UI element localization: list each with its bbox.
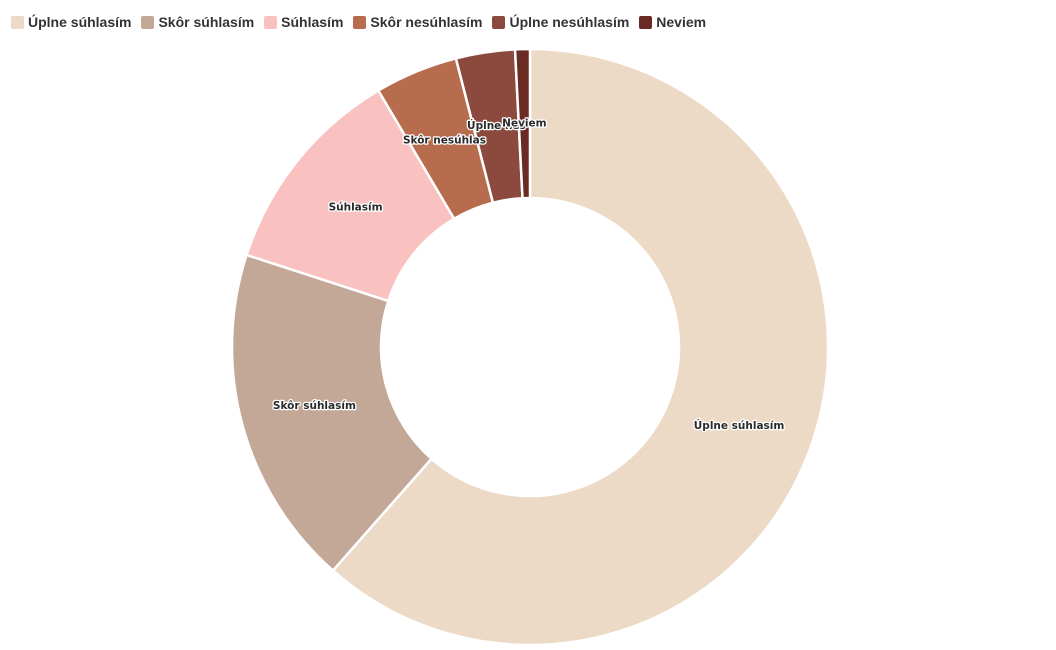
slice-label: Neviem	[502, 118, 546, 130]
legend-swatch	[492, 15, 506, 29]
legend-label: Súhlasím	[281, 14, 344, 30]
legend-label: Úplne nesúhlasím	[509, 14, 630, 30]
legend-item[interactable]: Súhlasím	[264, 14, 343, 30]
legend-swatch	[264, 15, 278, 29]
donut-slice[interactable]	[331, 47, 830, 647]
legend-item[interactable]: Úplne nesúhlasím	[492, 14, 629, 30]
legend-label: Úplne súhlasím	[28, 14, 132, 30]
legend-label: Skôr súhlasím	[158, 14, 255, 30]
legend-item[interactable]: Skôr nesúhlasím	[353, 14, 482, 30]
slice-label: Súhlasím	[329, 201, 383, 213]
slice-label: Skôr súhlasím	[273, 400, 356, 412]
chart-legend: Úplne súhlasím Skôr súhlasím Súhlasím Skôr …	[11, 14, 716, 30]
donut-slice[interactable]	[230, 253, 434, 573]
slice-labels-group: Úplne súhlasím Skôr súhlasím Súhlasím Skôr …	[272, 116, 786, 433]
legend-swatch	[353, 15, 367, 29]
slices-group	[230, 47, 830, 647]
slice-label: Úplne nes	[467, 119, 526, 132]
legend-label: Neviem	[656, 14, 707, 30]
legend-label: Skôr nesúhlasím	[370, 14, 483, 30]
legend-swatch	[11, 15, 24, 29]
legend-item[interactable]: Neviem	[639, 14, 706, 30]
legend-item[interactable]: Úplne súhlasím	[11, 14, 131, 30]
legend-item[interactable]: Skôr súhlasím	[141, 14, 254, 30]
slice-label: Skôr nesúhlas	[403, 135, 486, 147]
donut-slice[interactable]	[513, 47, 532, 200]
legend-swatch	[639, 15, 653, 29]
slice-label: Úplne súhlasím	[694, 419, 785, 432]
legend-swatch	[141, 15, 155, 29]
